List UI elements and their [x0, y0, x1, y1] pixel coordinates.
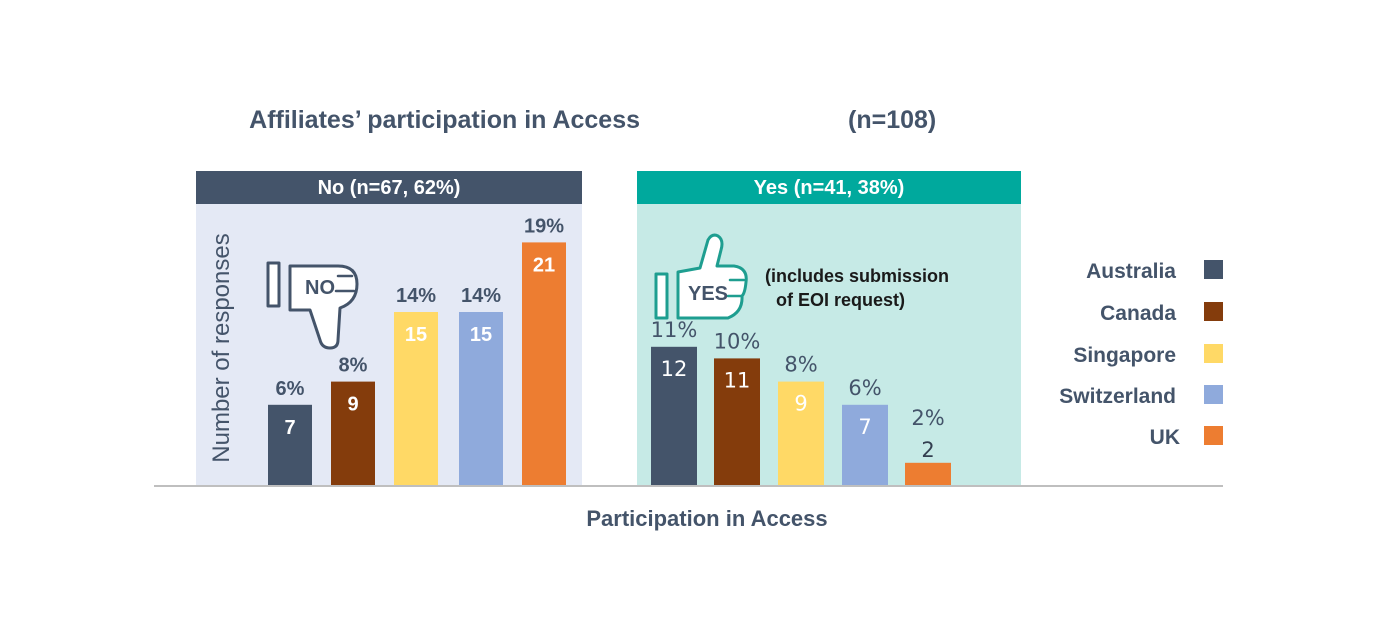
- legend-label-canada: Canada: [1100, 302, 1176, 325]
- legend-label-singapore: Singapore: [1073, 344, 1176, 367]
- legend-label-uk: UK: [1150, 426, 1180, 449]
- x-axis-label: Participation in Access: [586, 506, 827, 531]
- no-percent-label-switzerland: 14%: [461, 285, 501, 307]
- yes-percent-label-canada: 10%: [714, 329, 761, 353]
- no-percent-label-singapore: 14%: [396, 285, 436, 307]
- legend: Australia Canada Singapore Switzerland UK: [1059, 260, 1223, 449]
- yes-percent-label-uk: 2%: [911, 406, 944, 430]
- thumbs-up-icon-label: YES: [688, 283, 728, 305]
- yes-value-label-uk: 2: [921, 438, 934, 462]
- no-value-label-uk: 21: [533, 254, 555, 276]
- yes-value-label-australia: 12: [661, 357, 688, 381]
- yes-header-label: Yes (n=41, 38%): [754, 177, 905, 199]
- y-axis-label: Number of responses: [208, 233, 235, 462]
- no-bar-singapore: [394, 312, 438, 486]
- yes-bar-canada: [714, 358, 760, 486]
- yes-percent-label-singapore: 8%: [784, 353, 817, 377]
- no-bar-australia: [268, 404, 312, 486]
- no-percent-label-australia: 6%: [276, 378, 305, 400]
- no-header-bar: [196, 171, 582, 204]
- yes-header-bar: [637, 171, 1021, 204]
- yes-note-line-2: of EOI request): [776, 290, 905, 310]
- no-value-label-singapore: 15: [405, 324, 427, 346]
- no-percent-label-canada: 8%: [339, 355, 368, 377]
- no-value-label-australia: 7: [284, 417, 295, 439]
- no-bar-switzerland: [459, 312, 503, 486]
- no-value-label-switzerland: 15: [470, 324, 492, 346]
- no-percent-label-uk: 19%: [524, 215, 564, 237]
- legend-swatch-singapore: [1204, 344, 1223, 363]
- chart-title-n: (n=108): [848, 106, 936, 134]
- yes-value-label-switzerland: 7: [858, 415, 871, 439]
- yes-percent-label-australia: 11%: [651, 318, 698, 342]
- no-panel: [196, 204, 582, 486]
- yes-bar-switzerland: [842, 404, 888, 486]
- no-bar-canada: [331, 381, 375, 486]
- thumbs-down-icon: [266, 261, 359, 350]
- yes-note-line-1: (includes submission: [765, 266, 949, 286]
- no-header-label: No (n=67, 62%): [318, 177, 461, 199]
- yes-bar-australia: [651, 346, 697, 486]
- bars-layer: 7 6% 9 8% 15 14% 15 14% 21 19% 12 11% 11 10% 9 8% 7 6% 2 2%: [268, 215, 951, 486]
- yes-bar-singapore: [778, 381, 824, 486]
- yes-value-label-singapore: 9: [794, 392, 807, 416]
- thumbs-down-icon-label: NO: [305, 277, 335, 299]
- yes-bar-uk: [905, 462, 951, 486]
- legend-swatch-australia: [1204, 260, 1223, 279]
- yes-value-label-canada: 11: [724, 368, 751, 392]
- chart-title: Affiliates’ participation in Access: [249, 106, 640, 134]
- yes-panel: [637, 204, 1021, 486]
- legend-swatch-canada: [1204, 302, 1223, 321]
- legend-swatch-switzerland: [1204, 385, 1223, 404]
- thumbs-up-icon: [654, 233, 748, 320]
- no-bar-uk: [522, 242, 566, 486]
- legend-swatch-uk: [1204, 426, 1223, 445]
- yes-percent-label-switzerland: 6%: [848, 376, 881, 400]
- legend-label-switzerland: Switzerland: [1059, 385, 1176, 408]
- legend-label-australia: Australia: [1086, 260, 1176, 283]
- no-value-label-canada: 9: [347, 394, 358, 416]
